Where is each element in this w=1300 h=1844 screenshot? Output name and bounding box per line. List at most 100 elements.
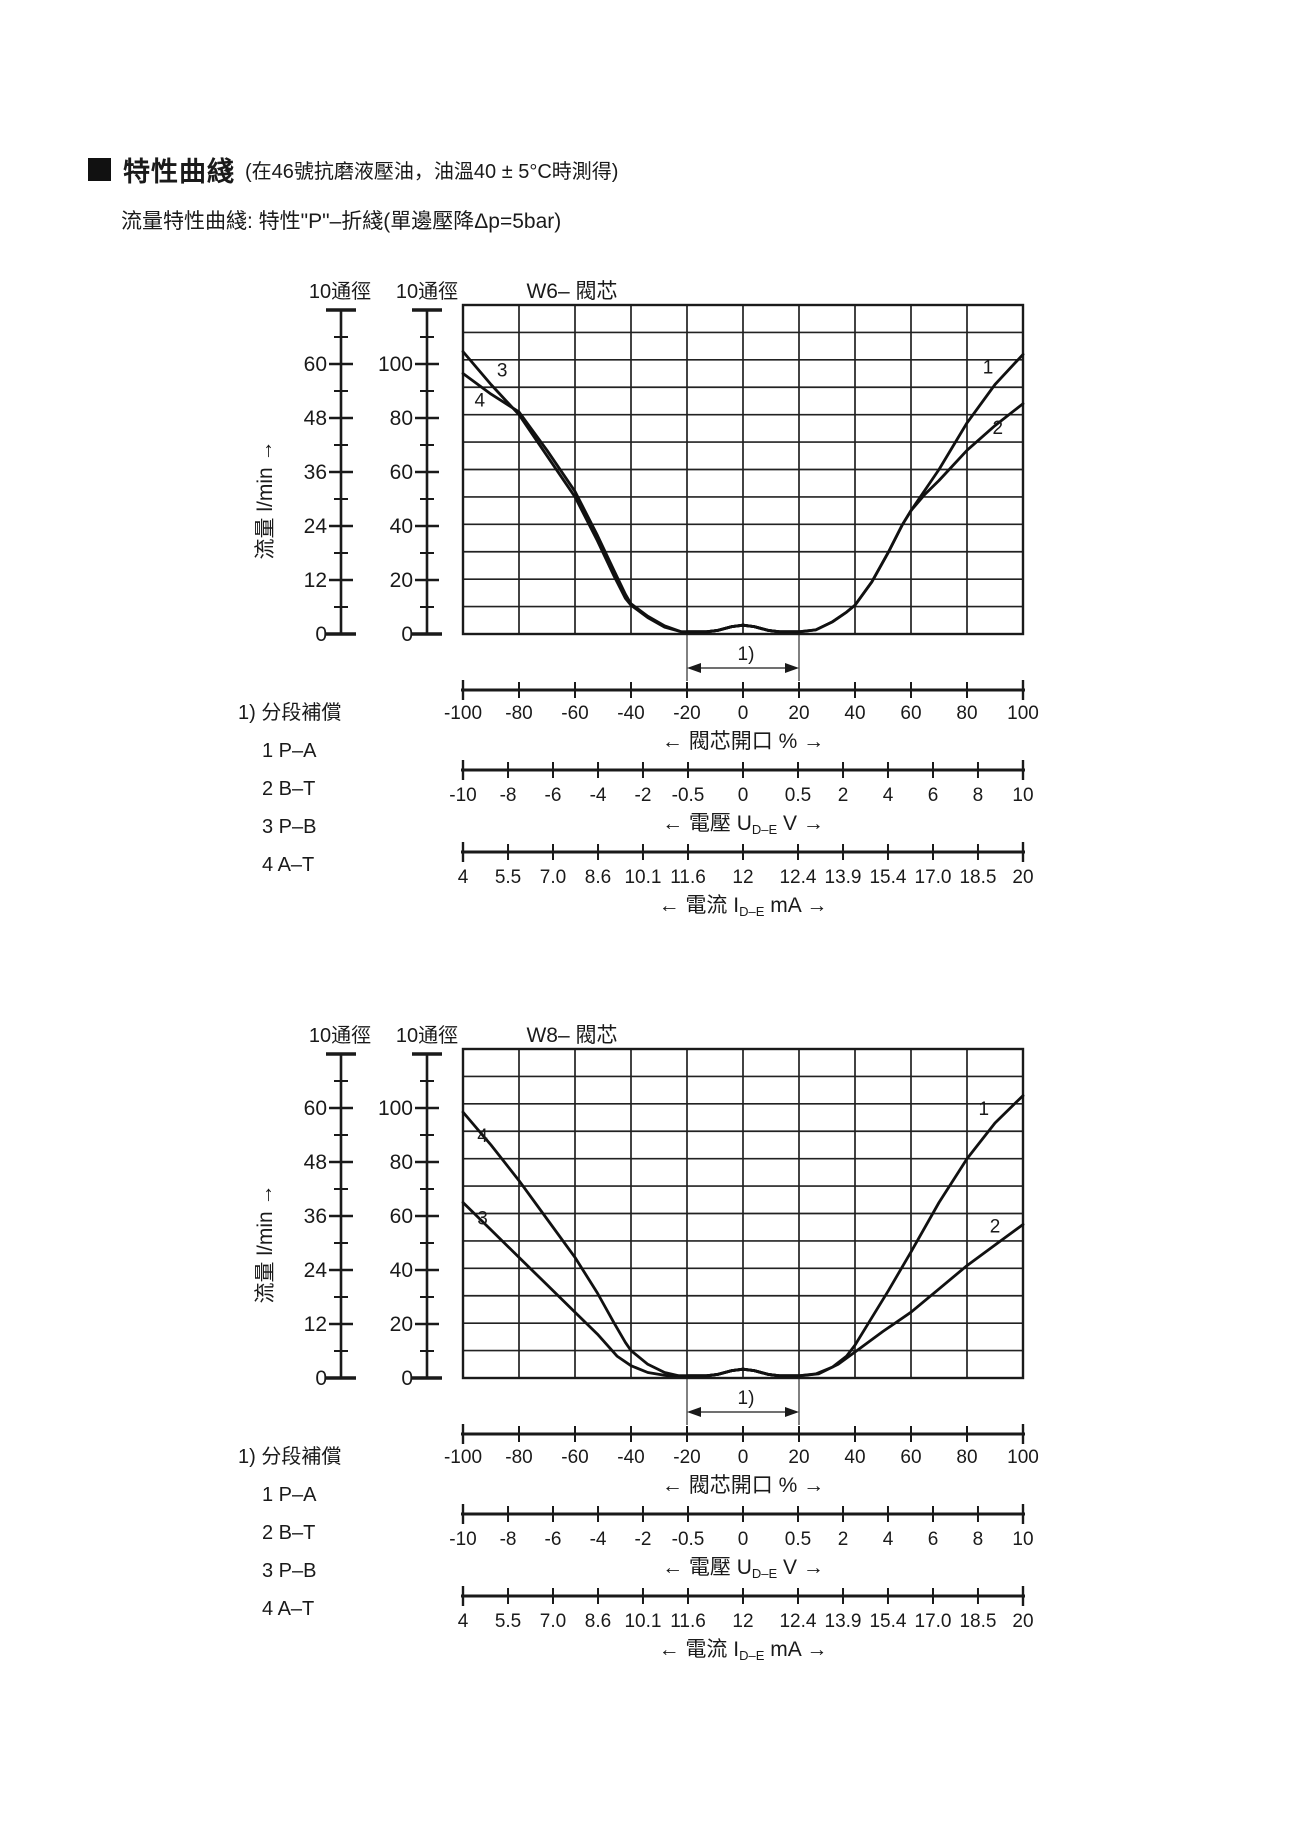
axis-title: ← 閥芯開口 % →: [662, 730, 824, 753]
deadband-annotation: 1): [686, 1378, 800, 1425]
axis-tick-label: 8: [973, 1529, 984, 1550]
page-title-note: (在46號抗磨液壓油，油溫40 ± 5°C時測得): [245, 161, 619, 183]
axis-tick-label: -10: [449, 785, 476, 806]
plot-grid: [461, 303, 1025, 636]
deadband-label: 1): [738, 1388, 755, 1409]
axis-tick-label: 8.6: [585, 1611, 611, 1632]
flow-tick-label: 20: [390, 1313, 413, 1336]
axis-tick-label: 20: [1012, 1611, 1033, 1632]
flow-tick-label: 24: [304, 1259, 328, 1282]
axis-title: ← 電壓 UD–E V →: [662, 812, 824, 837]
flow-tick-label: 48: [304, 407, 327, 430]
scale1-header: 10通徑: [309, 280, 371, 303]
flow-tick-label: 0: [315, 623, 327, 646]
axis-tick-label: 5.5: [495, 1611, 521, 1632]
axis-tick-label: 0: [738, 1529, 749, 1550]
curve-label-1: 1: [983, 358, 994, 379]
axis-tick-label: -100: [444, 1447, 482, 1468]
axis-tick-label: -10: [449, 1529, 476, 1550]
legend-item: 3 P–B: [262, 1560, 316, 1582]
axis-tick-label: 12: [732, 867, 753, 888]
axis-tick-label: -4: [590, 785, 607, 806]
voltage-axis: -10 -8 -6 -4 -2 -0.5 0 0.5 2 4 6 8 10 ← 電壓 UD–E V →: [449, 760, 1034, 837]
flow-tick-label: 60: [304, 353, 327, 376]
axis-tick-label: 100: [1007, 1447, 1039, 1468]
axis-tick-label: 4: [458, 1611, 469, 1632]
axis-tick-label: 7.0: [540, 1611, 566, 1632]
axis-tick-label: 2: [838, 1529, 849, 1550]
flow-tick-label: 80: [390, 1151, 413, 1174]
flow-tick-label: 60: [390, 1205, 413, 1228]
axis-tick-label: -80: [505, 703, 532, 724]
spool-title: W8– 閥芯: [526, 1024, 617, 1047]
axis-tick-label: 4: [883, 1529, 894, 1550]
flow-tick-label: 60: [390, 461, 413, 484]
axis-tick-label: -20: [673, 703, 700, 724]
axis-tick-label: 0.5: [785, 785, 811, 806]
axis-title: ← 電流 ID–E mA →: [659, 894, 828, 919]
legend-note: 1) 分段補償: [238, 701, 341, 724]
axis-tick-label: -8: [500, 785, 517, 806]
axis-tick-label: 10: [1012, 1529, 1033, 1550]
axis-tick-label: 5.5: [495, 867, 521, 888]
flow-tick-label: 40: [390, 1259, 413, 1282]
curve-legend: 1) 分段補償 1 P–A 2 B–T 3 P–B 4 A–T: [238, 1445, 341, 1620]
axis-tick-label: -6: [545, 1529, 562, 1550]
axis-tick-label: 8.6: [585, 867, 611, 888]
axis-tick-label: 13.9: [825, 1611, 862, 1632]
flow-tick-label: 0: [401, 1367, 413, 1390]
axis-tick-label: 4: [883, 785, 894, 806]
axis-tick-label: 4: [458, 867, 469, 888]
opening-axis: -100 -80 -60 -40 -20 0 20 40 60 80 100 ← 閥芯開口 % →: [444, 680, 1039, 753]
section-header: 特性曲綫 (在46號抗磨液壓油，油溫40 ± 5°C時測得): [88, 150, 618, 189]
section-marker-icon: [88, 158, 111, 181]
dim-arrow-left-icon: [687, 1407, 701, 1417]
axis-tick-label: 7.0: [540, 867, 566, 888]
axis-tick-label: 18.5: [959, 867, 996, 888]
dim-arrow-right-icon: [785, 663, 799, 673]
curve-4: [461, 1110, 801, 1378]
flow-tick-label: 100: [378, 353, 413, 376]
axis-tick-label: 12.4: [779, 867, 816, 888]
axis-tick-label: 80: [956, 703, 977, 724]
legend-item: 4 A–T: [262, 854, 314, 876]
curve-label-3: 3: [477, 1208, 488, 1229]
axis-tick-label: 17.0: [915, 1611, 952, 1632]
deadband-label: 1): [738, 644, 755, 665]
axis-tick-label: 0: [738, 785, 749, 806]
axis-tick-label: -60: [561, 1447, 588, 1468]
deadband-annotation: 1): [686, 634, 800, 681]
axis-tick-label: 15.4: [869, 867, 906, 888]
dim-arrow-left-icon: [687, 663, 701, 673]
axis-tick-label: -6: [545, 785, 562, 806]
voltage-axis: -10 -8 -6 -4 -2 -0.5 0 0.5 2 4 6 8 10 ← 電壓 UD–E V →: [449, 1504, 1034, 1581]
flow-tick-label: 100: [378, 1097, 413, 1120]
spool-title: W6– 閥芯: [526, 280, 617, 303]
axis-tick-label: 12.4: [779, 1611, 816, 1632]
flow-scale-percent: 100 80 60 40 20 0: [378, 308, 442, 646]
axis-tick-label: 11.6: [670, 867, 706, 888]
curve-4: [461, 372, 801, 634]
axis-tick-label: -100: [444, 703, 482, 724]
legend-item: 4 A–T: [262, 1598, 314, 1620]
axis-tick-label: -40: [617, 703, 644, 724]
axis-tick-label: -2: [635, 1529, 652, 1550]
axis-tick-label: -0.5: [672, 785, 705, 806]
current-axis: 4 5.5 7.0 8.6 10.1 11.6 12 12.4 13.9 15.4 17.0 18.5…: [458, 1586, 1034, 1663]
axis-title: ← 閥芯開口 % →: [662, 1474, 824, 1497]
axis-tick-label: 11.6: [670, 1611, 706, 1632]
axis-tick-label: -0.5: [672, 1529, 705, 1550]
axis-tick-label: -8: [500, 1529, 517, 1550]
curve-label-3: 3: [497, 360, 508, 381]
page-title: 特性曲綫: [123, 157, 235, 187]
legend-item: 3 P–B: [262, 816, 316, 838]
curve-label-4: 4: [477, 1126, 488, 1147]
scale2-header: 10通徑: [396, 280, 458, 303]
axis-tick-label: 10.1: [624, 1611, 661, 1632]
axis-title: ← 電壓 UD–E V →: [662, 1556, 824, 1581]
legend-item: 2 B–T: [262, 1522, 315, 1544]
axis-tick-label: 10: [1012, 785, 1033, 806]
axis-tick-label: 10.1: [624, 867, 661, 888]
